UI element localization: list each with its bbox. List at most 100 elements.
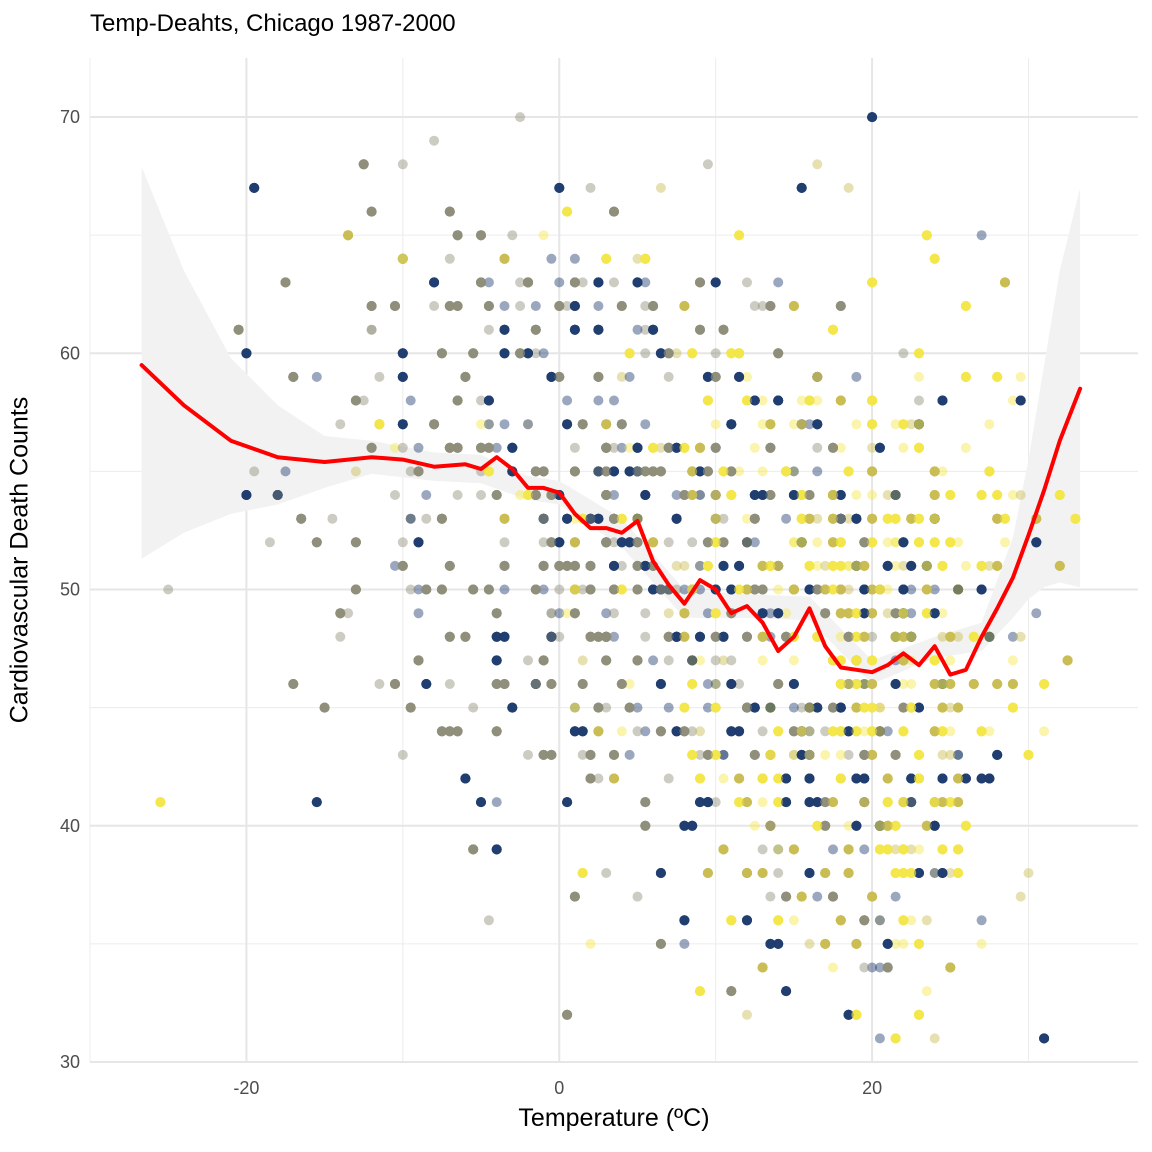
data-point xyxy=(843,820,854,831)
data-point xyxy=(968,631,979,642)
data-point xyxy=(702,797,713,808)
data-point xyxy=(796,419,807,430)
data-point xyxy=(718,324,729,335)
data-point xyxy=(710,702,721,713)
data-point xyxy=(843,844,854,855)
data-point xyxy=(882,938,893,949)
data-point xyxy=(929,679,940,689)
data-point xyxy=(593,726,604,737)
data-point xyxy=(835,726,846,737)
data-point xyxy=(804,773,815,784)
data-point xyxy=(796,537,807,548)
data-point xyxy=(835,490,846,500)
data-point xyxy=(538,513,549,524)
data-point xyxy=(804,749,815,760)
data-point xyxy=(1062,655,1073,666)
data-point xyxy=(530,490,541,500)
data-point xyxy=(523,277,533,288)
data-point xyxy=(953,844,964,855)
data-point xyxy=(679,490,690,500)
data-point xyxy=(859,608,870,619)
data-point xyxy=(702,537,713,548)
data-point xyxy=(538,749,549,760)
data-point xyxy=(945,631,956,642)
data-point xyxy=(702,395,713,406)
data-point xyxy=(609,206,619,217)
data-point xyxy=(749,301,760,311)
data-point xyxy=(851,773,862,784)
data-point xyxy=(640,560,651,571)
data-point xyxy=(796,513,807,524)
data-point xyxy=(734,230,745,241)
data-point xyxy=(569,608,580,619)
data-point xyxy=(749,702,760,713)
data-point xyxy=(507,442,518,453)
data-point xyxy=(749,702,760,713)
data-point xyxy=(499,631,510,642)
data-point xyxy=(914,702,924,713)
data-point xyxy=(898,844,909,855)
data-point xyxy=(499,513,510,524)
data-point xyxy=(476,277,486,288)
data-point xyxy=(585,938,596,949)
data-point xyxy=(874,584,885,595)
data-point xyxy=(765,560,776,571)
data-point xyxy=(390,490,400,500)
data-point xyxy=(929,679,940,689)
data-point xyxy=(742,915,752,926)
data-point xyxy=(601,537,612,548)
data-point xyxy=(874,820,885,831)
data-point xyxy=(562,206,573,217)
data-point xyxy=(569,608,580,619)
data-point xyxy=(851,1009,862,1020)
data-point xyxy=(1031,537,1042,548)
data-point xyxy=(945,631,956,642)
data-point xyxy=(984,773,995,784)
data-point xyxy=(882,584,893,595)
data-point xyxy=(921,584,932,595)
data-point xyxy=(569,560,580,571)
data-point xyxy=(742,702,752,713)
data-point xyxy=(577,726,588,737)
data-point xyxy=(648,301,659,311)
data-point xyxy=(898,702,909,713)
data-point xyxy=(976,938,987,949)
data-point xyxy=(890,490,901,500)
data-point xyxy=(742,395,752,406)
data-point xyxy=(976,560,987,571)
data-point xyxy=(945,537,956,548)
data-point xyxy=(538,560,549,571)
data-point xyxy=(1039,1033,1050,1044)
data-point xyxy=(929,655,940,666)
data-point xyxy=(530,324,541,335)
data-point xyxy=(828,490,838,500)
data-point xyxy=(718,324,729,335)
data-point xyxy=(460,631,471,642)
data-point xyxy=(828,560,838,571)
data-point xyxy=(702,749,713,760)
data-point xyxy=(569,560,580,571)
data-point xyxy=(859,797,870,808)
data-point xyxy=(593,513,604,524)
data-point xyxy=(835,773,846,784)
data-point xyxy=(1023,868,1034,878)
data-point xyxy=(890,490,901,500)
data-point xyxy=(585,773,596,784)
data-point xyxy=(601,631,612,642)
data-point xyxy=(757,868,768,878)
data-point xyxy=(569,537,580,548)
data-point xyxy=(835,702,846,713)
data-point xyxy=(546,631,557,642)
data-point xyxy=(804,560,815,571)
data-point xyxy=(640,490,651,500)
data-point xyxy=(569,584,580,595)
data-point xyxy=(397,419,408,430)
data-point xyxy=(538,513,549,524)
data-point xyxy=(562,1009,573,1020)
data-point xyxy=(906,702,917,713)
data-point xyxy=(898,584,909,595)
data-point xyxy=(624,348,635,359)
data-point xyxy=(483,419,494,430)
data-point xyxy=(1007,679,1018,689)
data-point xyxy=(1015,631,1026,642)
